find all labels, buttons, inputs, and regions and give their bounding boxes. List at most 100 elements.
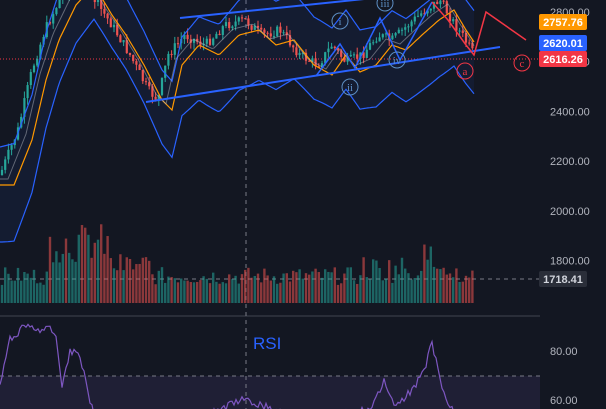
candle-body xyxy=(448,13,452,22)
volume-bar xyxy=(212,272,215,303)
candle-body xyxy=(135,61,138,65)
candle-body xyxy=(36,58,39,66)
candle-body xyxy=(176,43,180,45)
volume-bar xyxy=(263,268,266,303)
volume-bar xyxy=(154,284,157,303)
candle-body xyxy=(247,18,250,26)
volume-bar xyxy=(439,269,442,303)
candle-body xyxy=(128,52,132,55)
candle-body xyxy=(228,22,231,29)
volume-bar xyxy=(13,280,16,303)
volume-bar xyxy=(58,262,61,303)
volume-bar xyxy=(464,275,468,303)
candle-body xyxy=(167,53,170,66)
volume-bar xyxy=(103,253,106,303)
volume-bar xyxy=(112,268,116,303)
candle-body xyxy=(151,86,154,97)
volume-bar xyxy=(48,236,52,303)
volume-bar xyxy=(167,276,170,303)
volume-bar xyxy=(455,268,458,303)
volume-bar xyxy=(240,274,244,303)
volume-bar xyxy=(359,275,362,303)
candle-body xyxy=(237,17,240,22)
candle-body xyxy=(253,25,256,30)
price-badge-text: 2757.76 xyxy=(543,17,583,29)
price-badge xyxy=(539,51,587,67)
candle-body xyxy=(0,169,4,175)
candle-body xyxy=(429,8,432,11)
volume-bar xyxy=(375,260,378,303)
candle-body xyxy=(116,24,119,36)
candle-body xyxy=(458,30,461,32)
volume-bar xyxy=(29,277,32,303)
wave-label-circle xyxy=(456,62,474,80)
candle-body xyxy=(272,36,276,38)
candle-body xyxy=(138,64,141,71)
volume-bar xyxy=(26,273,29,303)
volume-bar xyxy=(378,268,381,303)
volume-bar xyxy=(144,257,148,303)
volume-bar xyxy=(141,257,144,303)
candle-body xyxy=(423,13,426,15)
volume-bar xyxy=(20,280,23,303)
volume-bar xyxy=(420,270,423,303)
candle-body xyxy=(311,58,314,62)
volume-bar xyxy=(391,282,394,303)
volume-bar xyxy=(426,259,429,303)
candle-body xyxy=(208,38,212,45)
candle-body xyxy=(381,34,384,38)
candle-body xyxy=(29,72,32,86)
candle-body xyxy=(106,13,109,19)
volume-bar xyxy=(231,279,234,303)
candle-body xyxy=(368,43,372,50)
volume-bar xyxy=(372,259,375,303)
volume-bar xyxy=(0,284,4,303)
candle-body xyxy=(100,0,103,9)
candle-body xyxy=(439,0,442,5)
volume-bar xyxy=(64,238,68,303)
volume-bar xyxy=(119,254,122,303)
volume-bar xyxy=(61,253,64,303)
volume-bar xyxy=(308,274,311,303)
volume-bar xyxy=(157,270,160,303)
candle-body xyxy=(55,8,58,15)
bollinger-fill xyxy=(0,0,474,242)
candle-body xyxy=(375,41,378,43)
candle-body xyxy=(48,22,52,24)
volume-bar xyxy=(333,267,336,303)
volume-bar xyxy=(90,257,93,303)
volume-bar xyxy=(340,283,343,303)
volume-bar xyxy=(151,274,154,303)
wave-label-circle xyxy=(331,12,349,30)
volume-bar xyxy=(448,273,452,303)
fast-average xyxy=(0,0,475,180)
volume-bar xyxy=(272,276,276,303)
volume-bar xyxy=(80,225,84,303)
candle-body xyxy=(349,54,352,57)
volume-bar xyxy=(74,261,77,303)
candle-body xyxy=(285,32,288,36)
volume-bar xyxy=(173,278,176,303)
price-tick-label: 2200.00 xyxy=(550,156,590,168)
candle-body xyxy=(314,58,317,67)
rsi-tick-label: 60.00 xyxy=(550,395,578,407)
volume-bar xyxy=(468,277,471,303)
volume-bar xyxy=(100,224,103,303)
candle-body xyxy=(336,48,340,51)
volume-badge-text: 1718.41 xyxy=(543,274,583,286)
volume-bar xyxy=(16,267,20,303)
candle-body xyxy=(23,98,26,117)
candle-body xyxy=(240,17,244,19)
candle-body xyxy=(170,53,173,55)
candle-body xyxy=(330,46,333,49)
wave-label-circle xyxy=(513,54,531,72)
candle-body xyxy=(144,81,148,83)
wave-label: iv xyxy=(393,55,402,67)
rsi-line xyxy=(0,323,454,409)
volume-bar xyxy=(180,278,183,303)
volume-bar xyxy=(106,236,109,303)
candle-body xyxy=(109,18,112,28)
volume-bar xyxy=(423,244,426,303)
